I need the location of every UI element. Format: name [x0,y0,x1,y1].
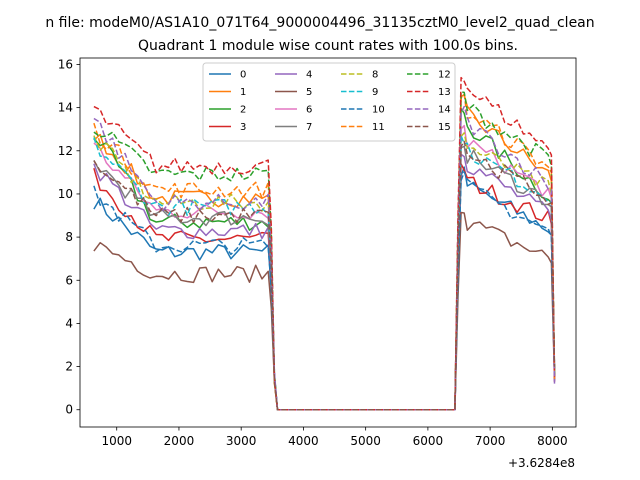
series-line-13 [93,76,556,411]
x-axis-offset-label: +3.6284e8 [508,456,575,470]
x-tick-label: 6000 [413,434,444,448]
legend-label-12: 12 [438,70,451,81]
legend-label-4: 4 [306,70,312,81]
series-line-1 [93,94,556,411]
series-line-3 [93,163,556,411]
legend-label-2: 2 [240,105,246,116]
series-line-11 [93,93,556,411]
y-tick-label: 2 [65,360,73,374]
legend-label-9: 9 [372,87,378,98]
legend-label-8: 8 [372,70,378,81]
y-tick-label: 12 [58,144,73,158]
y-tick-label: 14 [58,101,73,115]
axes-frame [79,57,577,428]
legend-label-13: 13 [438,87,451,98]
series-line-15 [93,140,556,411]
x-tick-label: 8000 [537,434,568,448]
series-line-9 [93,135,556,411]
legend-label-6: 6 [306,105,312,116]
x-tick-label: 1000 [101,434,132,448]
legend-label-7: 7 [306,122,312,133]
legend-box [202,62,456,142]
legend-label-11: 11 [372,122,385,133]
legend-label-0: 0 [240,70,246,81]
series-line-7 [93,145,556,411]
y-tick-label: 8 [65,230,73,244]
x-tick-label: 4000 [288,434,319,448]
series-line-14 [93,105,556,411]
legend-label-15: 15 [438,122,451,133]
x-tick-label: 5000 [350,434,381,448]
series-line-2 [93,107,556,411]
series-line-5 [93,211,556,411]
legend-label-10: 10 [372,105,385,116]
y-tick-label: 0 [65,403,73,417]
chart-title: Quadrant 1 module wise count rates with … [138,38,518,54]
y-tick-label: 16 [58,57,73,71]
y-tick-label: 10 [58,187,73,201]
y-tick-label: 4 [65,316,73,330]
plot-area: 1000 2000 3000 4000 5000 6000 7000 800002468101… [58,57,577,448]
legend-label-1: 1 [240,87,246,98]
legend-label-14: 14 [438,105,451,116]
figure-suptitle: n file: modeM0/AS1A10_071T64_9000004496_… [45,15,594,31]
series-line-10 [93,171,556,411]
y-tick-label: 6 [65,273,73,287]
legend-label-5: 5 [306,87,312,98]
x-tick-label: 2000 [164,434,195,448]
legend-label-3: 3 [240,122,246,133]
x-tick-label: 3000 [226,434,257,448]
x-tick-label: 7000 [475,434,506,448]
